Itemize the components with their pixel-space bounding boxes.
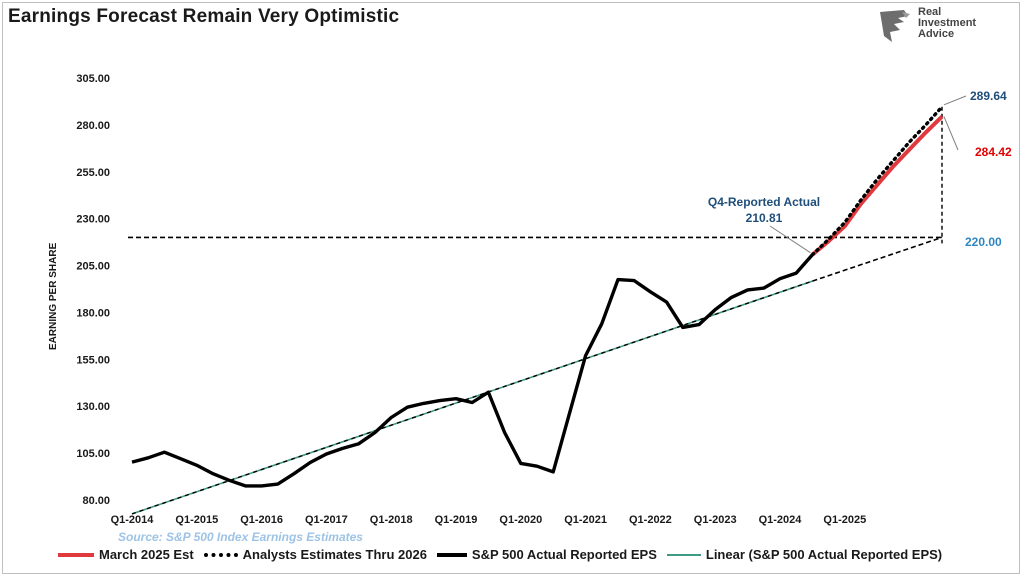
x-tick-label: Q1-2017	[305, 514, 348, 526]
x-tick-label: Q1-2023	[694, 514, 737, 526]
y-tick-label: 105.00	[76, 448, 110, 460]
x-tick-label: Q1-2020	[499, 514, 542, 526]
brand-line-3: Advice	[918, 28, 955, 40]
brand-line-2: Investment	[918, 17, 977, 29]
series-actual-eps	[131, 253, 814, 488]
legend-label-actual: S&P 500 Actual Reported EPS	[471, 547, 657, 562]
brand-logo: Real Investment Advice	[874, 6, 994, 46]
brand-line-1: Real	[918, 6, 942, 18]
series-march-2025-est	[811, 115, 944, 257]
x-tick-label: Q1-2025	[823, 514, 866, 526]
q4-callout-value: 210.81	[746, 211, 783, 225]
q4-callout-leader	[769, 225, 811, 254]
y-tick-label: 80.00	[82, 495, 110, 507]
x-tick-label: Q1-2014	[111, 514, 155, 526]
x-tick-label: Q1-2015	[175, 514, 218, 526]
legend-swatch-green	[666, 553, 701, 556]
x-tick-label: Q1-2022	[629, 514, 672, 526]
x-tick-label: Q1-2019	[435, 514, 478, 526]
chart-legend: March 2025 Est Analysts Estimates Thru 2…	[58, 547, 952, 562]
y-axis-label: EARNING PER SHARE	[48, 242, 59, 350]
x-tick-label: Q1-2024	[759, 514, 803, 526]
y-axis-ticks: 80.00 105.00 130.00 155.00 180.00 205.00 230.0…	[76, 73, 110, 507]
legend-item-actual: S&P 500 Actual Reported EPS	[436, 547, 657, 562]
legend-item-march: March 2025 Est	[58, 547, 194, 562]
legend-swatch-red	[58, 552, 94, 557]
y-tick-label: 205.00	[76, 261, 110, 273]
end-march-value: 284.42	[975, 145, 1012, 159]
end-march-leader	[943, 116, 959, 151]
legend-item-linear: Linear (S&P 500 Actual Reported EPS)	[666, 547, 943, 562]
legend-swatch-black	[436, 552, 467, 557]
legend-swatch-dotted	[203, 552, 238, 557]
legend-item-analysts: Analysts Estimates Thru 2026	[203, 547, 427, 562]
end-analysts-value: 289.64	[970, 89, 1007, 103]
annotation-layer: Q4-Reported Actual 210.81 289.64 284.42 220.…	[708, 89, 1012, 254]
y-tick-label: 130.00	[76, 401, 110, 413]
x-tick-label: Q1-2016	[240, 514, 283, 526]
series-analysts-estimates	[810, 105, 944, 257]
trend-extension-line	[812, 236, 943, 282]
y-tick-label: 305.00	[76, 73, 110, 85]
y-tick-label: 230.00	[76, 214, 110, 226]
source-note: Source: S&P 500 Index Earnings Estimates	[118, 530, 363, 544]
trend-end-value: 220.00	[965, 235, 1002, 249]
series-layer	[128, 105, 944, 515]
y-tick-label: 280.00	[76, 120, 110, 132]
x-tick-label: Q1-2018	[370, 514, 413, 526]
eagle-head-icon	[880, 10, 910, 42]
q4-callout-label: Q4-Reported Actual	[708, 195, 820, 209]
x-tick-label: Q1-2021	[564, 514, 607, 526]
y-tick-label: 180.00	[76, 307, 110, 319]
series-linear-trend	[131, 280, 813, 515]
chart-title: Earnings Forecast Remain Very Optimistic	[8, 6, 400, 27]
y-tick-label: 155.00	[76, 354, 110, 366]
legend-label-march: March 2025 Est	[99, 547, 194, 562]
legend-label-analysts: Analysts Estimates Thru 2026	[242, 547, 427, 562]
x-axis-ticks: Q1-2014 Q1-2015 Q1-2016 Q1-2017 Q1-2018 Q1-20…	[111, 514, 867, 526]
y-tick-label: 255.00	[76, 167, 110, 179]
legend-label-linear: Linear (S&P 500 Actual Reported EPS)	[705, 547, 943, 562]
end-analysts-leader	[943, 95, 967, 106]
